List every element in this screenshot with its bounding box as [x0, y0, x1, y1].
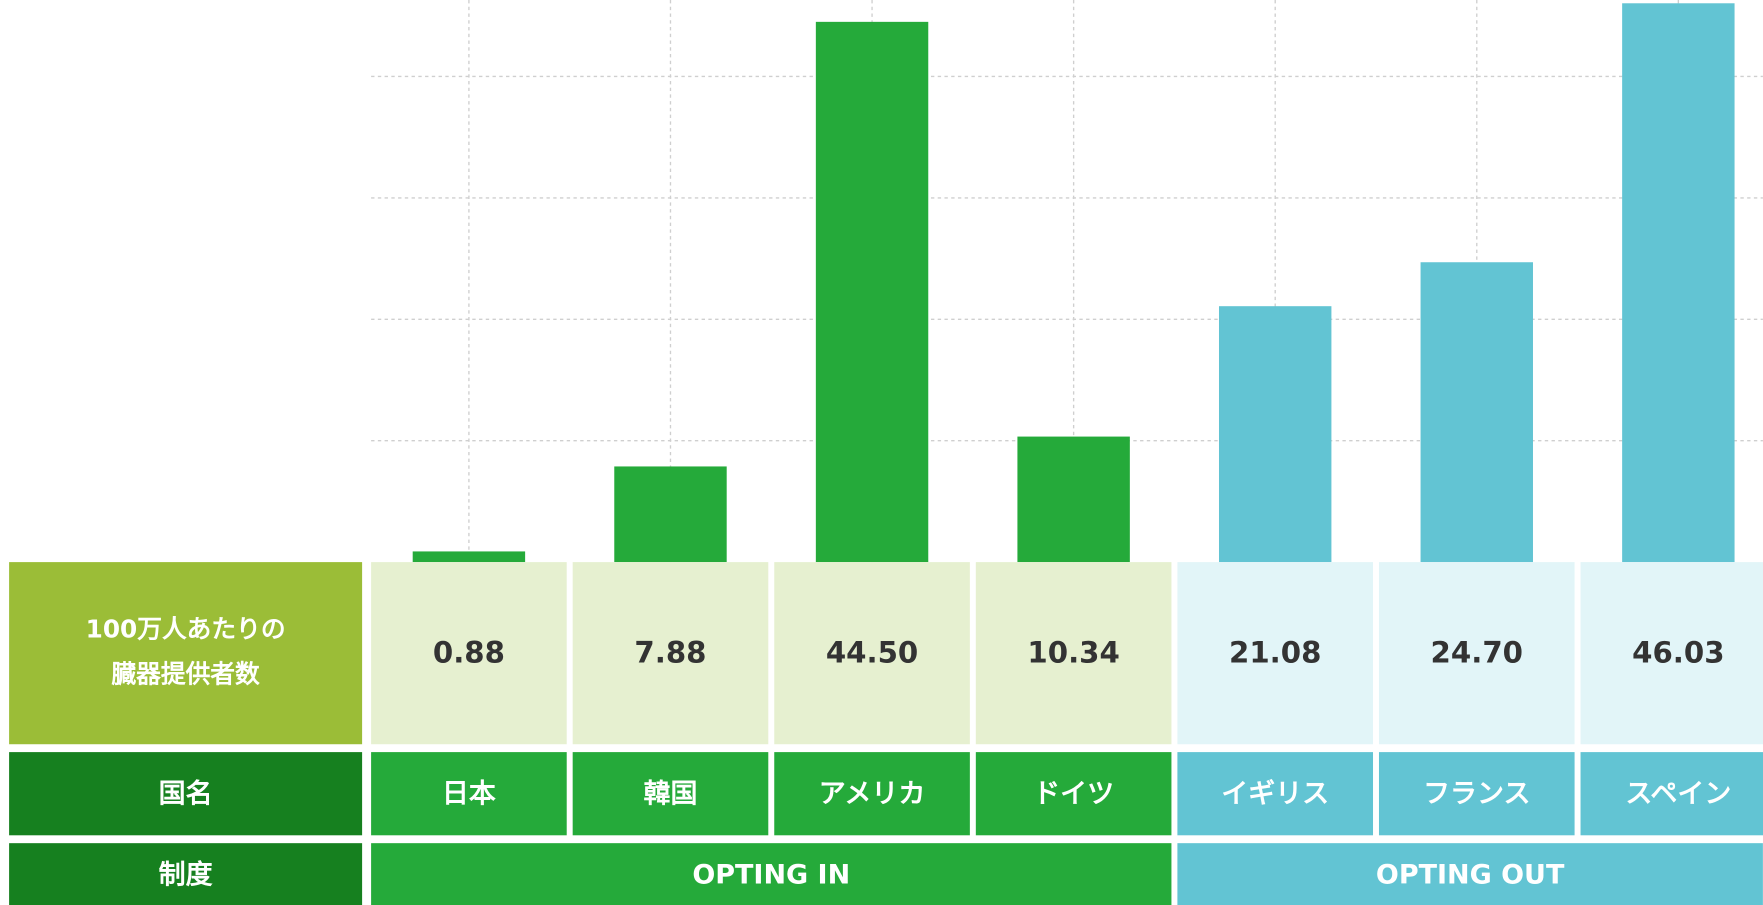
- value-label: 7.88: [634, 635, 706, 669]
- row-label: 100万人あたりの: [86, 615, 286, 644]
- category-label: 韓国: [644, 778, 698, 809]
- value-label: 10.34: [1027, 635, 1119, 669]
- value-cell: [572, 562, 769, 745]
- bar: [815, 21, 929, 563]
- bar: [614, 466, 727, 563]
- value-cell: [1580, 562, 1763, 745]
- country-cell: [572, 752, 769, 836]
- value-cell: [371, 562, 567, 745]
- country-cell: [1580, 752, 1763, 836]
- group-label: OPTING OUT: [1376, 859, 1565, 890]
- value-label: 21.08: [1229, 635, 1321, 669]
- row-label-cell: [9, 843, 363, 905]
- row-label-cell: [9, 752, 363, 836]
- country-cell: [1378, 752, 1575, 836]
- value-cell: [1378, 562, 1575, 745]
- category-label: 日本: [442, 778, 496, 809]
- row-label-cell: [9, 562, 363, 745]
- category-label: イギリス: [1221, 778, 1329, 809]
- row-label: 国名: [159, 777, 213, 809]
- value-cell: [774, 562, 970, 745]
- value-label: 46.03: [1632, 635, 1724, 669]
- value-label: 0.88: [433, 635, 505, 669]
- category-label: ドイツ: [1033, 778, 1114, 809]
- category-label: フランス: [1423, 778, 1530, 809]
- system-cell: [1177, 843, 1763, 905]
- value-label: 24.70: [1431, 635, 1523, 669]
- group-label: OPTING IN: [692, 859, 850, 890]
- value-cell: [975, 562, 1172, 745]
- system-cell: [371, 843, 1172, 905]
- value-cell: [1177, 562, 1374, 745]
- country-cell: [1177, 752, 1374, 836]
- country-cell: [975, 752, 1172, 836]
- bar: [1017, 436, 1130, 563]
- country-cell: [774, 752, 970, 836]
- bar: [1622, 3, 1735, 563]
- category-label: スペイン: [1625, 778, 1731, 809]
- value-label: 44.50: [826, 635, 918, 669]
- row-label: 制度: [159, 858, 213, 890]
- bar: [412, 551, 526, 563]
- row-label: 臓器提供者数: [111, 660, 260, 689]
- country-cell: [371, 752, 567, 836]
- category-label: アメリカ: [819, 778, 926, 809]
- bar: [1218, 306, 1332, 563]
- bar: [1420, 262, 1533, 563]
